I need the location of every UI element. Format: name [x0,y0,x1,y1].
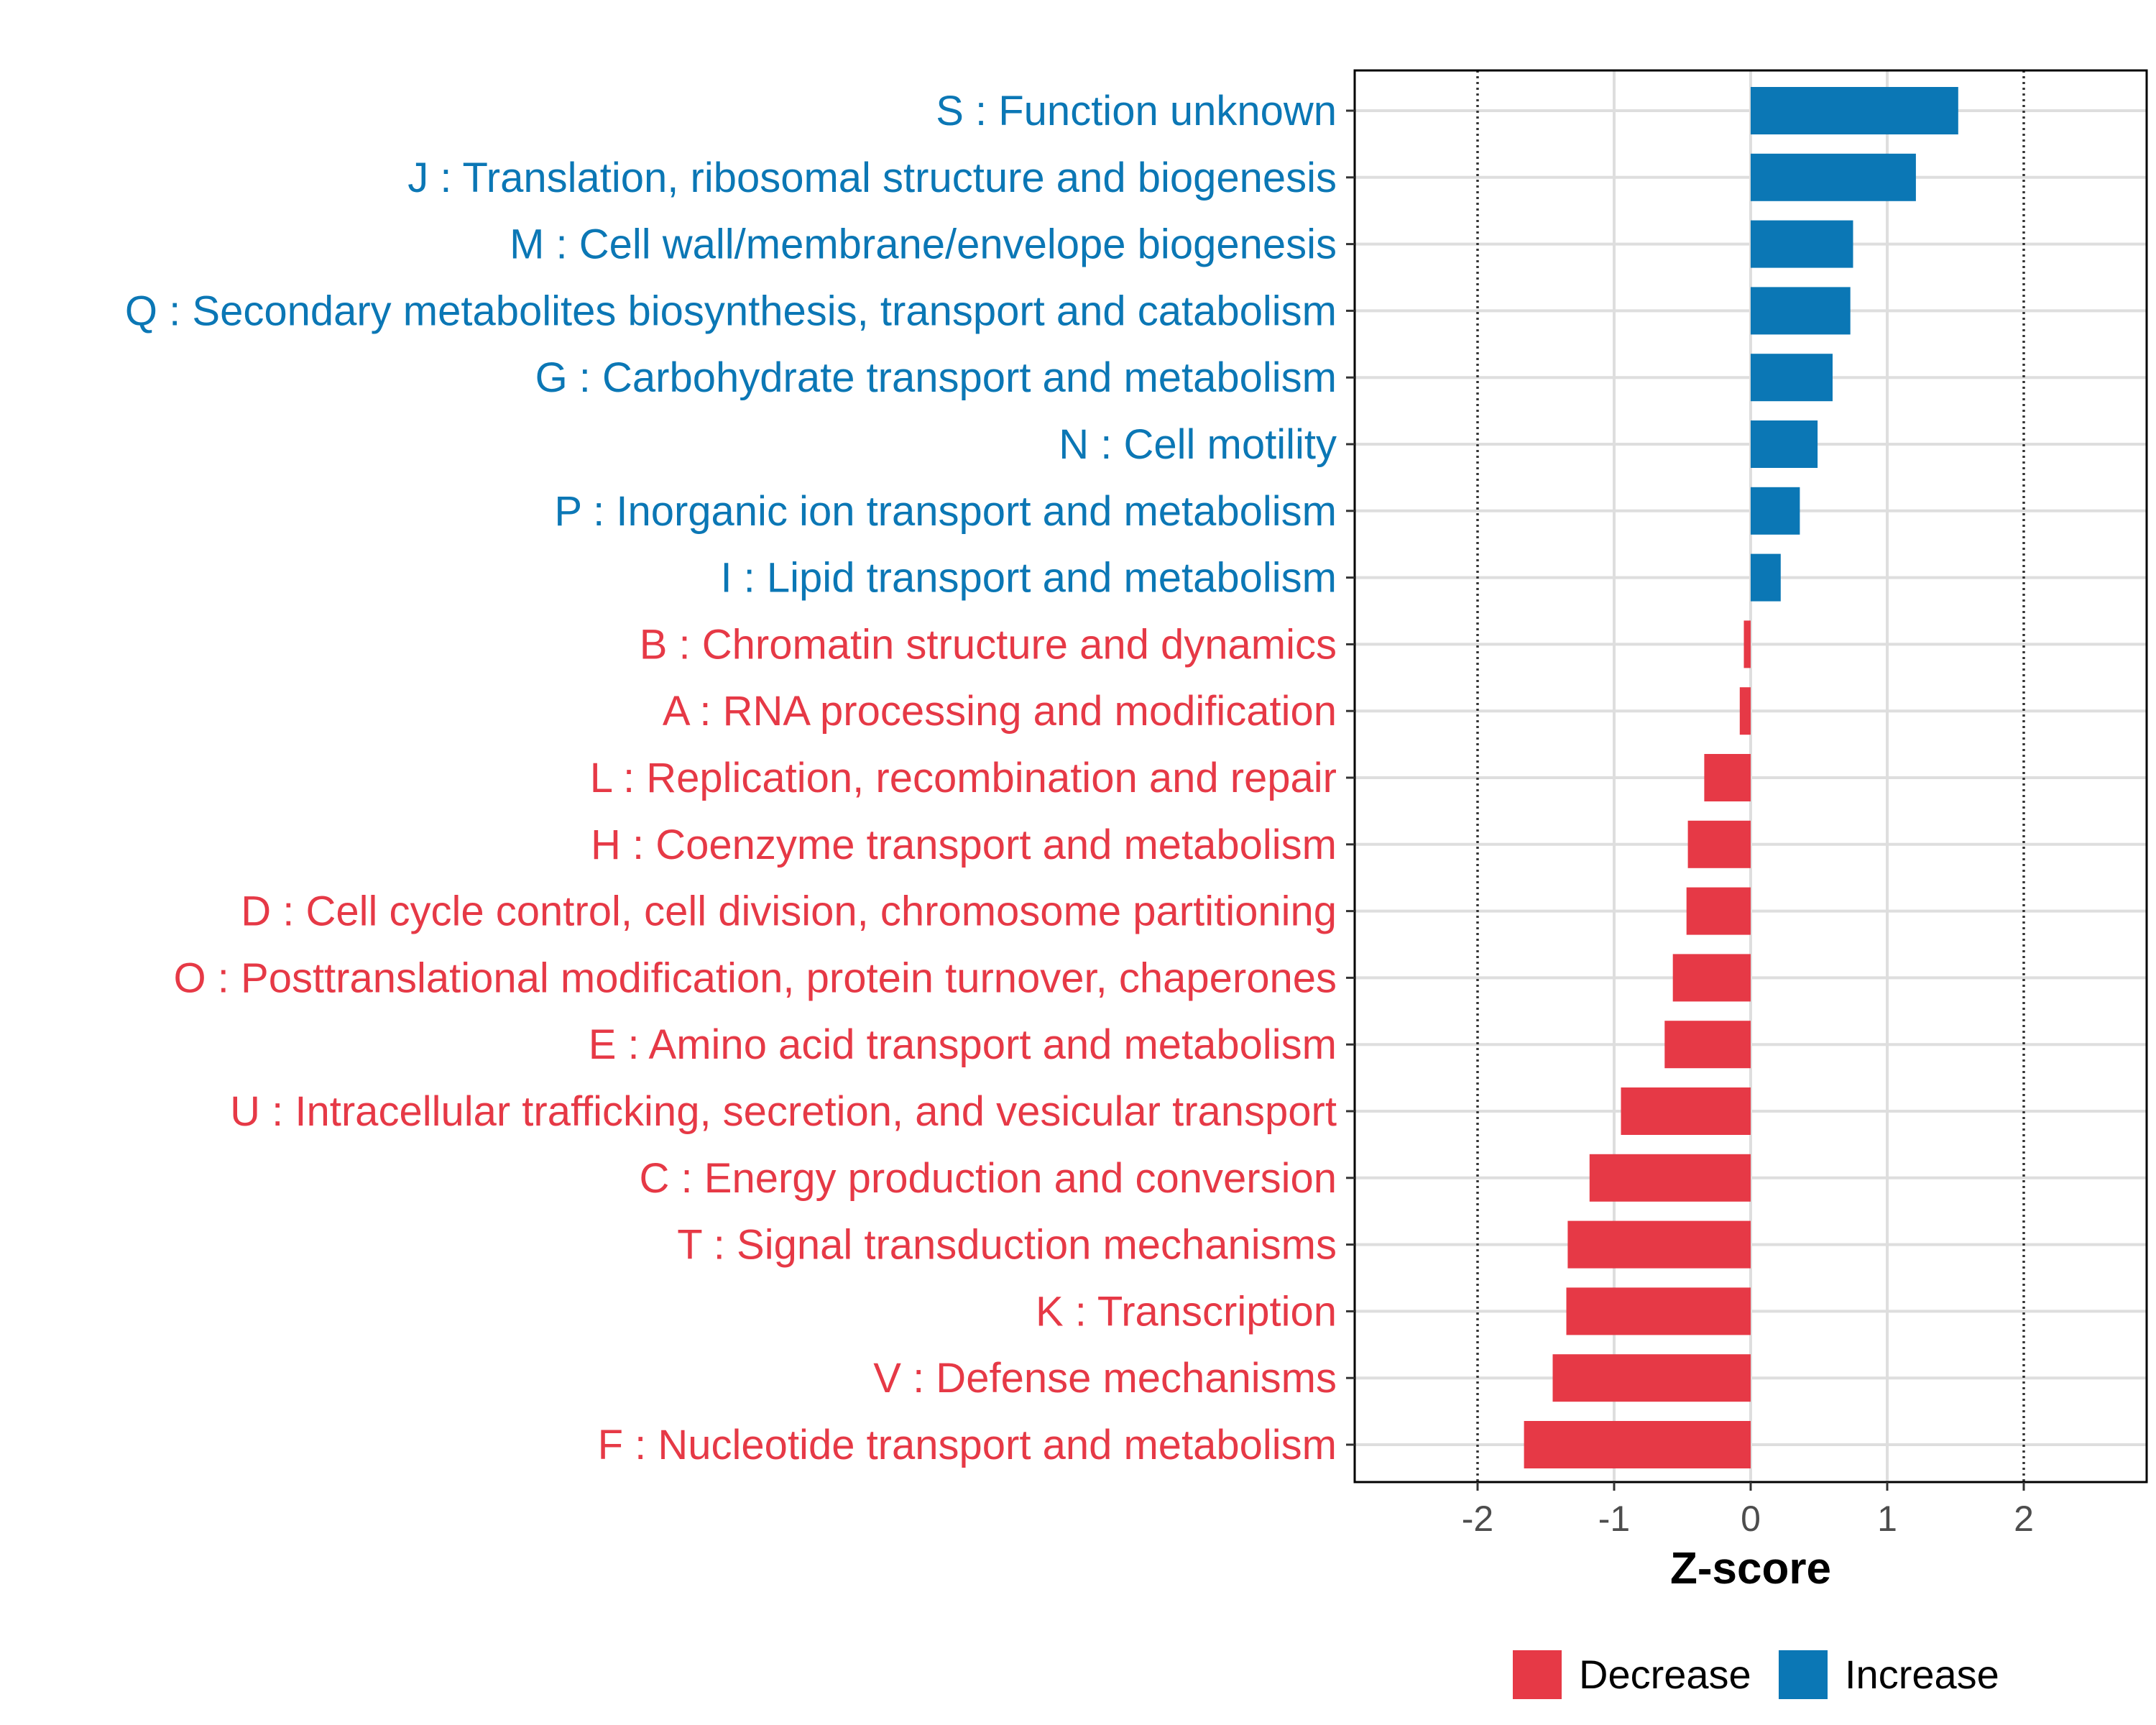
bar-j [1751,153,1916,201]
bar-s [1751,87,1958,134]
bar-l [1704,754,1751,801]
bar-u [1621,1087,1751,1135]
y-axis-ticks [1346,109,1355,1446]
legend: Decrease Increase [1513,1650,1999,1699]
legend-swatch-decrease [1513,1650,1562,1699]
category-label: V : Defense mechanisms [873,1355,1337,1402]
legend-label-decrease: Decrease [1579,1652,1751,1697]
bar-v [1552,1354,1751,1402]
bar-b [1743,620,1751,668]
bar-h [1687,820,1751,868]
category-label: G : Carbohydrate transport and metabolis… [535,354,1337,401]
category-label: B : Chromatin structure and dynamics [640,621,1337,668]
category-label: S : Function unknown [936,88,1337,134]
bar-a [1739,687,1751,735]
legend-swatch-increase [1779,1650,1828,1699]
bar-p [1751,487,1800,535]
y-axis-category-labels: S : Function unknown J : Translation, rib… [125,88,1337,1468]
category-label: A : RNA processing and modification [663,688,1337,735]
bar-k [1566,1287,1751,1335]
bar-t [1567,1220,1751,1269]
category-label: T : Signal transduction mechanisms [677,1222,1337,1269]
x-tick-label: -1 [1598,1499,1630,1539]
category-label: C : Energy production and conversion [640,1155,1337,1202]
category-label: O : Posttranslational modification, prot… [174,954,1337,1001]
category-label: J : Translation, ribosomal structure and… [407,155,1337,201]
x-axis-ticks: -2 -1 0 1 2 [1462,1482,2034,1539]
bar-m [1751,220,1853,268]
category-label: D : Cell cycle control, cell division, c… [241,888,1337,935]
legend-label-increase: Increase [1845,1652,1999,1697]
bar-o [1672,954,1751,1002]
category-label: I : Lipid transport and metabolism [720,555,1337,602]
bar-q [1751,287,1851,335]
x-tick-label: 0 [1741,1499,1761,1539]
bar-i [1751,553,1781,602]
x-tick-label: 1 [1877,1499,1897,1539]
category-label: M : Cell wall/membrane/envelope biogenes… [510,221,1337,268]
bar-f [1524,1421,1751,1468]
x-axis-title: Z-score [1670,1544,1831,1593]
bar-e [1664,1021,1751,1069]
bar-g [1751,354,1833,402]
category-label: H : Coenzyme transport and metabolism [591,822,1337,868]
bar-n [1751,420,1818,468]
x-tick-label: -2 [1462,1499,1493,1539]
category-label: F : Nucleotide transport and metabolism [598,1422,1337,1468]
bars [1524,87,1958,1468]
category-label: P : Inorganic ion transport and metaboli… [554,488,1337,535]
category-label: U : Intracellular trafficking, secretion… [230,1088,1337,1135]
x-tick-label: 2 [2014,1499,2034,1539]
category-label: K : Transcription [1036,1288,1337,1335]
category-label: L : Replication, recombination and repai… [590,755,1337,801]
category-label: Q : Secondary metabolites biosynthesis, … [125,288,1337,334]
bar-c [1589,1154,1751,1202]
category-label: N : Cell motility [1059,421,1337,468]
category-label: E : Amino acid transport and metabolism [589,1021,1337,1068]
bar-d [1686,887,1751,935]
